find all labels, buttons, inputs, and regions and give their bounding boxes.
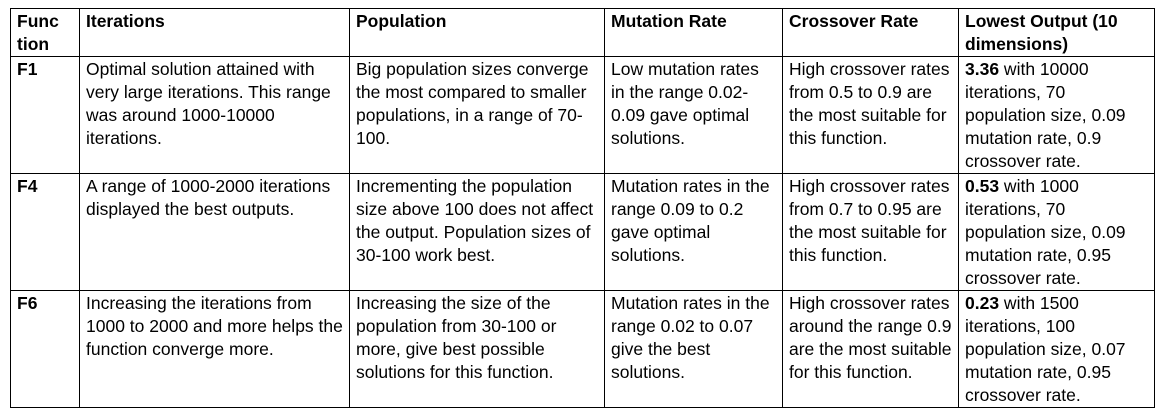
cell-mutation-rate: Low mutation rates in the range 0.02-0.0… — [604, 56, 783, 174]
cell-function: F4 — [10, 173, 80, 291]
cell-crossover-rate: High crossover rates from 0.7 to 0.95 ar… — [782, 173, 959, 291]
lowest-output-detail: with 1500 iterations, 100 population siz… — [965, 293, 1126, 405]
cell-function: F6 — [10, 290, 80, 408]
cell-crossover-rate: High crossover rates from 0.5 to 0.9 are… — [782, 56, 959, 174]
cell-lowest-output: 0.23 with 1500 iterations, 100 populatio… — [958, 290, 1155, 408]
header-population: Population — [349, 8, 605, 57]
cell-mutation-rate: Mutation rates in the range 0.02 to 0.07… — [604, 290, 783, 408]
cell-population: Big population sizes converge the most c… — [349, 56, 605, 174]
cell-iterations: Increasing the iterations from 1000 to 2… — [79, 290, 350, 408]
lowest-output-detail: with 10000 iterations, 70 population siz… — [965, 59, 1126, 171]
cell-iterations: A range of 1000-2000 iterations displaye… — [79, 173, 350, 291]
table-row: F4 A range of 1000-2000 iterations displ… — [10, 173, 1155, 291]
header-lowest-output: Lowest Output (10 dimensions) — [958, 8, 1155, 57]
header-iterations: Iterations — [79, 8, 350, 57]
cell-function: F1 — [10, 56, 80, 174]
table-header-row: Func tion Iterations Population Mutation… — [10, 8, 1155, 57]
header-mutation-rate: Mutation Rate — [604, 8, 783, 57]
cell-crossover-rate: High crossover rates around the range 0.… — [782, 290, 959, 408]
lowest-output-value: 0.23 — [965, 293, 1000, 313]
cell-mutation-rate: Mutation rates in the range 0.09 to 0.2 … — [604, 173, 783, 291]
results-table: Func tion Iterations Population Mutation… — [10, 8, 1155, 408]
header-crossover-rate: Crossover Rate — [782, 8, 959, 57]
table-row: F1 Optimal solution attained with very l… — [10, 56, 1155, 174]
cell-lowest-output: 0.53 with 1000 iterations, 70 population… — [958, 173, 1155, 291]
lowest-output-detail: with 1000 iterations, 70 population size… — [965, 176, 1126, 288]
cell-population: Incrementing the population size above 1… — [349, 173, 605, 291]
cell-population: Increasing the size of the population fr… — [349, 290, 605, 408]
cell-iterations: Optimal solution attained with very larg… — [79, 56, 350, 174]
lowest-output-value: 0.53 — [965, 176, 1000, 196]
header-function: Func tion — [10, 8, 80, 57]
table-row: F6 Increasing the iterations from 1000 t… — [10, 290, 1155, 408]
lowest-output-value: 3.36 — [965, 59, 1000, 79]
cell-lowest-output: 3.36 with 10000 iterations, 70 populatio… — [958, 56, 1155, 174]
results-table-container: Func tion Iterations Population Mutation… — [10, 8, 1155, 408]
